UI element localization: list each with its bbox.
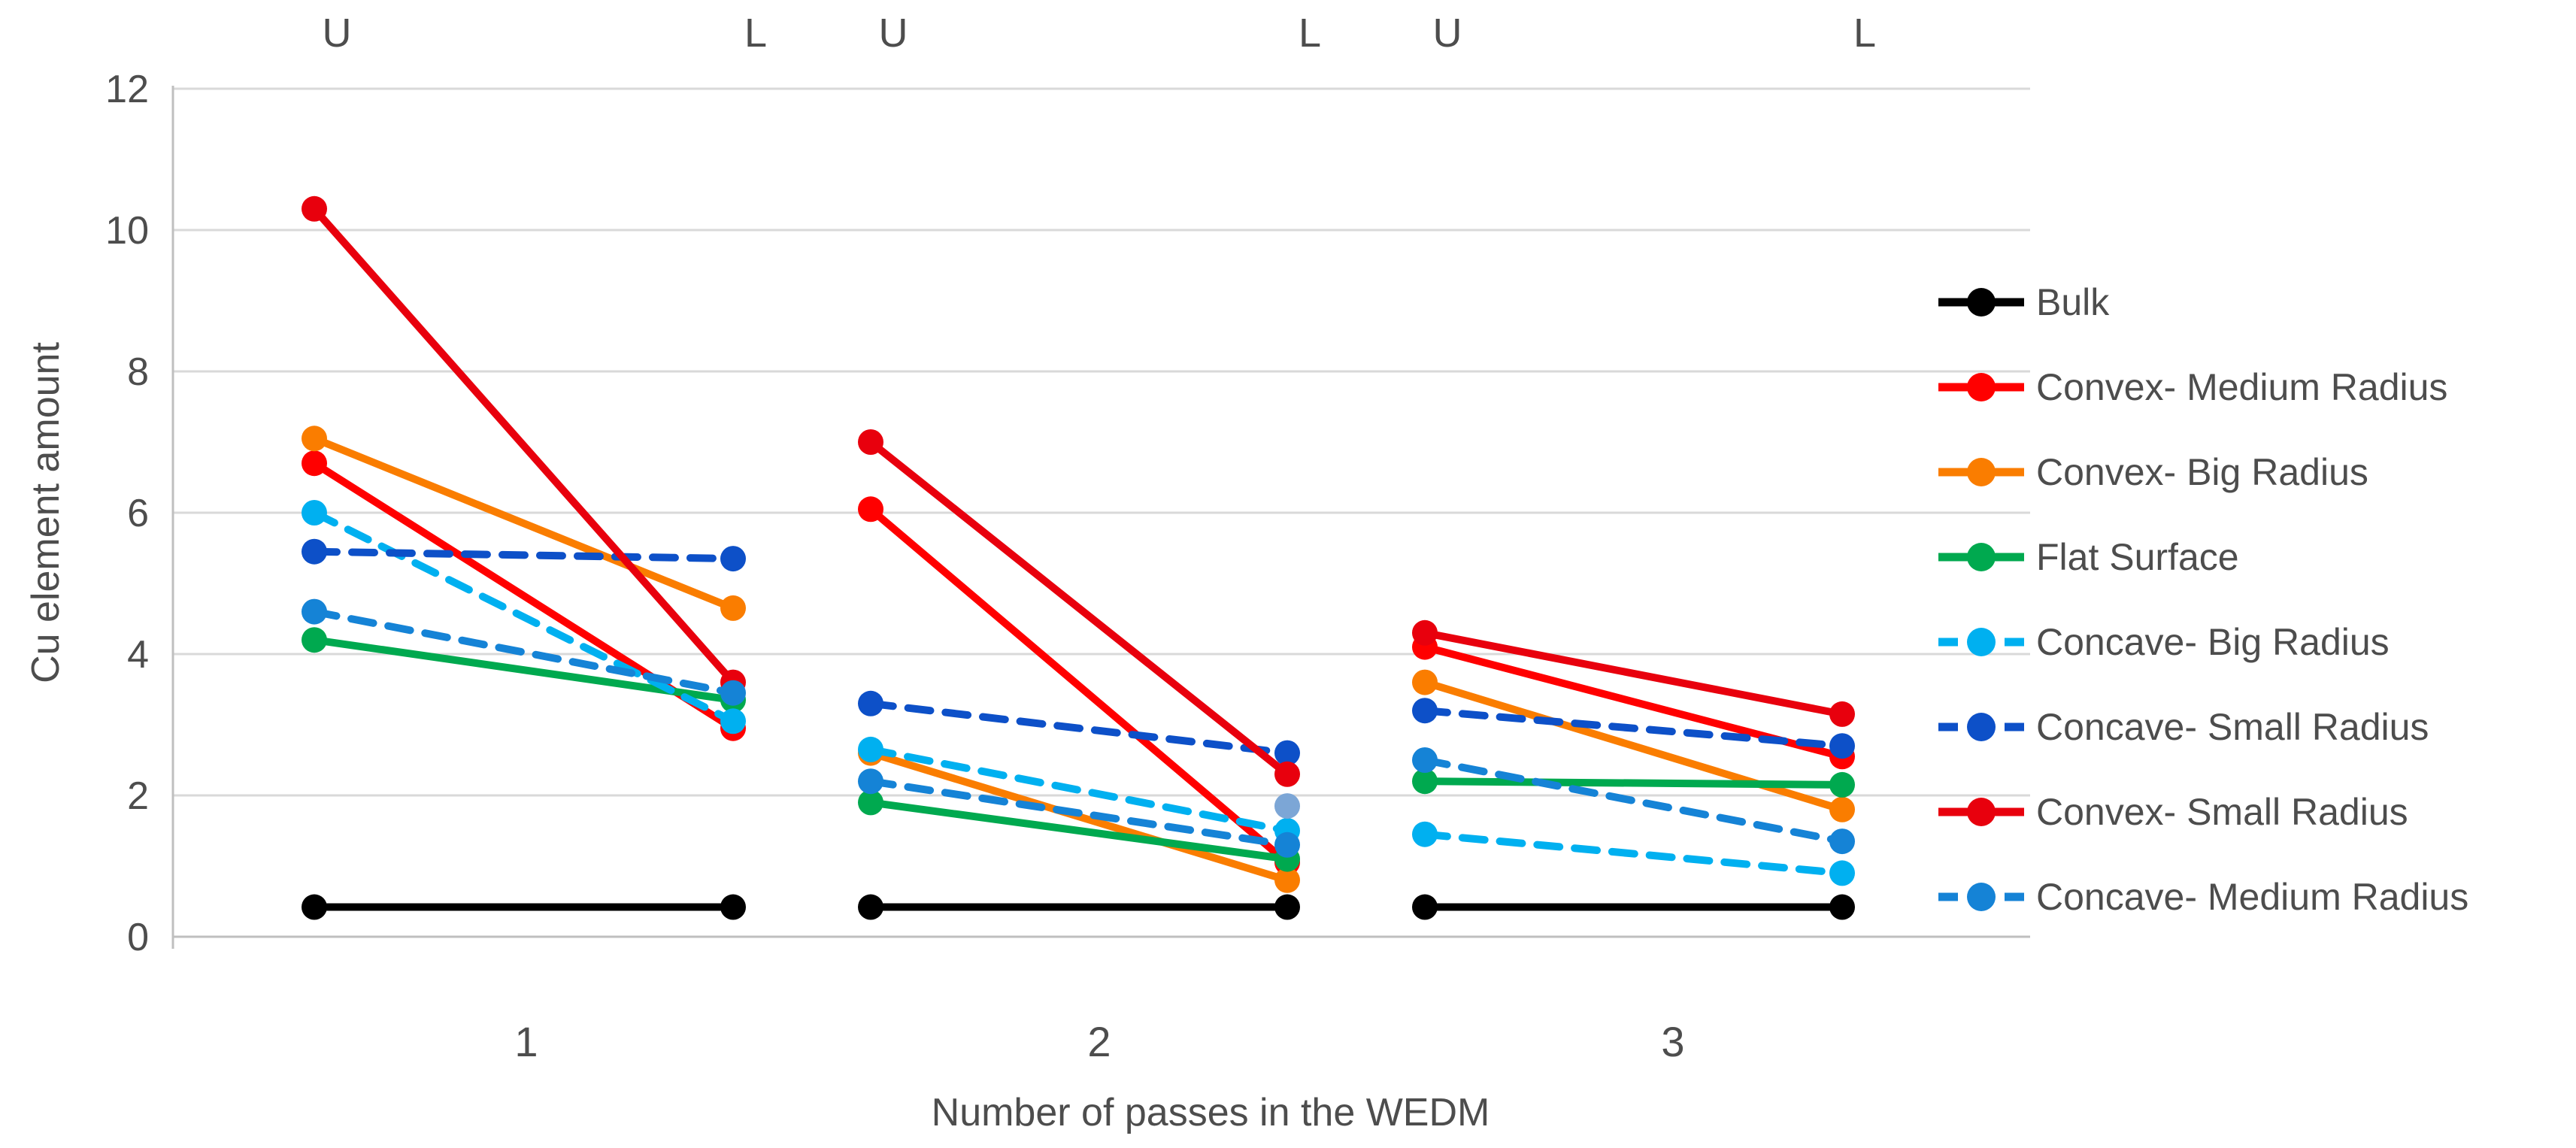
data-point bbox=[1412, 747, 1438, 773]
series-line bbox=[1421, 707, 1846, 750]
data-point bbox=[1829, 733, 1855, 759]
legend-swatch-marker bbox=[1967, 458, 1996, 486]
series-line bbox=[311, 204, 737, 686]
data-point bbox=[1274, 867, 1300, 893]
series-line bbox=[1421, 830, 1846, 877]
x-axis-title: Number of passes in the WEDM bbox=[932, 1091, 1490, 1134]
data-point bbox=[1829, 771, 1855, 798]
series-line bbox=[867, 745, 1291, 834]
y-tick-label: 6 bbox=[127, 492, 149, 535]
data-point bbox=[1412, 894, 1438, 920]
series-line bbox=[311, 547, 737, 563]
data-point bbox=[302, 195, 327, 222]
data-point bbox=[720, 680, 746, 706]
legend-swatch-marker bbox=[1967, 628, 1996, 656]
data-point bbox=[1829, 828, 1855, 855]
data-point bbox=[302, 894, 327, 920]
data-point bbox=[1274, 831, 1300, 858]
series-line bbox=[867, 699, 1291, 757]
data-point bbox=[302, 426, 327, 452]
column-label: L bbox=[1299, 11, 1321, 56]
y-axis-title: Cu element amount bbox=[24, 342, 68, 683]
x-tick-label: 1 bbox=[514, 1018, 538, 1065]
y-tick-label: 10 bbox=[105, 209, 149, 253]
y-tick-label: 12 bbox=[105, 68, 149, 111]
series-line bbox=[1421, 678, 1846, 813]
data-point bbox=[858, 496, 883, 523]
data-point bbox=[720, 708, 746, 735]
column-label: L bbox=[744, 11, 767, 56]
legend-swatch-marker bbox=[1967, 373, 1996, 401]
series-line bbox=[1421, 756, 1846, 846]
y-tick-label: 0 bbox=[127, 916, 149, 959]
data-point bbox=[302, 538, 327, 565]
series-line bbox=[1421, 777, 1846, 789]
x-tick-label: 3 bbox=[1661, 1018, 1684, 1065]
data-point bbox=[1412, 619, 1438, 646]
data-point bbox=[1829, 894, 1855, 920]
data-point bbox=[858, 768, 883, 795]
data-point bbox=[858, 789, 883, 816]
data-point bbox=[302, 500, 327, 526]
data-point bbox=[1274, 894, 1300, 920]
series-line bbox=[867, 777, 1291, 849]
legend-label: Convex- Small Radius bbox=[2036, 791, 2408, 833]
y-tick-label: 4 bbox=[127, 633, 149, 677]
data-point bbox=[720, 894, 746, 920]
data-point bbox=[1274, 740, 1300, 766]
data-point bbox=[302, 598, 327, 625]
series-line bbox=[311, 435, 737, 612]
data-point bbox=[302, 450, 327, 477]
legend-label: Concave- Small Radius bbox=[2036, 706, 2429, 748]
data-point bbox=[302, 627, 327, 653]
legend-label: Bulk bbox=[2036, 281, 2110, 323]
series-line bbox=[867, 438, 1291, 778]
column-label: U bbox=[323, 11, 352, 56]
series-line bbox=[311, 607, 737, 697]
data-point bbox=[858, 690, 883, 716]
data-point bbox=[1829, 701, 1855, 727]
legend-swatch-marker bbox=[1967, 288, 1996, 317]
legend-label: Convex- Big Radius bbox=[2036, 451, 2368, 493]
data-point bbox=[858, 736, 883, 762]
data-point bbox=[1412, 669, 1438, 695]
legend-label: Concave- Medium Radius bbox=[2036, 876, 2468, 918]
data-point bbox=[1412, 698, 1438, 724]
legend-swatch-marker bbox=[1967, 798, 1996, 826]
data-point bbox=[720, 546, 746, 572]
data-point bbox=[1274, 761, 1300, 787]
legend-label: Flat Surface bbox=[2036, 536, 2239, 578]
data-point bbox=[720, 595, 746, 621]
series-line bbox=[1421, 629, 1846, 718]
y-tick-label: 8 bbox=[127, 350, 149, 394]
data-point bbox=[1829, 796, 1855, 822]
legend-swatch-marker bbox=[1967, 713, 1996, 741]
y-tick-label: 2 bbox=[127, 774, 149, 818]
data-point bbox=[858, 894, 883, 920]
series-line bbox=[867, 798, 1291, 863]
data-point bbox=[858, 429, 883, 455]
legend-label: Convex- Medium Radius bbox=[2036, 366, 2447, 408]
legend-swatch-marker bbox=[1967, 883, 1996, 911]
data-point bbox=[1829, 860, 1855, 886]
series-line bbox=[867, 505, 1291, 867]
data-point bbox=[1412, 768, 1438, 795]
data-point bbox=[1412, 821, 1438, 847]
column-label: L bbox=[1853, 11, 1876, 56]
x-tick-label: 2 bbox=[1087, 1018, 1111, 1065]
column-label: U bbox=[1433, 11, 1462, 56]
extra-data-point bbox=[1274, 793, 1300, 819]
column-label: U bbox=[879, 11, 908, 56]
series-line bbox=[311, 509, 737, 725]
legend-swatch-marker bbox=[1967, 543, 1996, 571]
legend-label: Concave- Big Radius bbox=[2036, 621, 2390, 663]
